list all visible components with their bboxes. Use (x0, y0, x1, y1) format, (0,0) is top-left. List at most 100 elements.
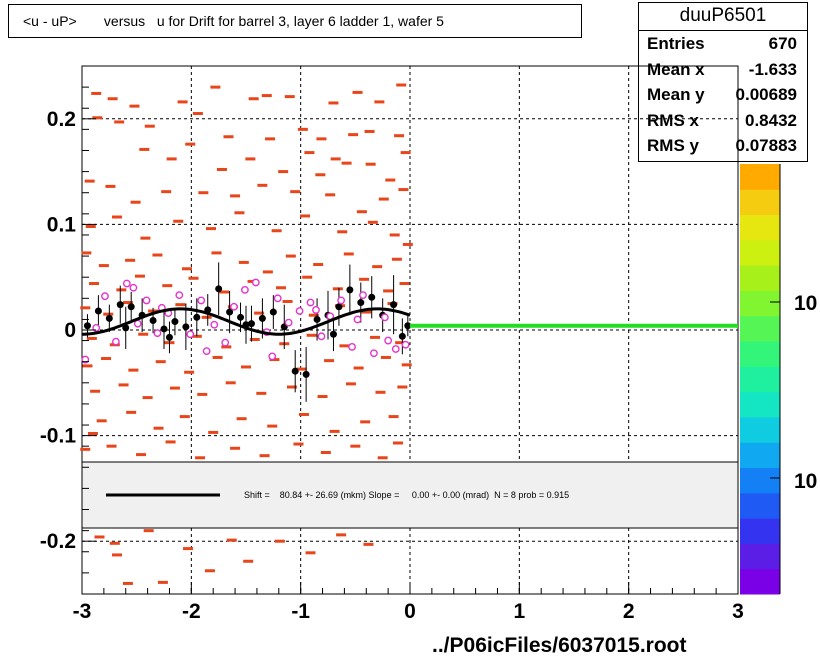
fit-legend-text: Shift = 80.84 +- 26.69 (mkm) Slope = 0.0… (244, 490, 569, 500)
histogram-cell (94, 535, 105, 539)
histogram-cell (254, 311, 265, 315)
open-circle-marker (111, 337, 120, 346)
histogram-cell (360, 420, 371, 424)
open-circle-marker (306, 298, 315, 307)
histogram-cell (359, 277, 370, 281)
palette-swatch (740, 467, 780, 494)
histogram-cell (183, 547, 194, 551)
stats-label: RMS x (647, 110, 699, 130)
histogram-cell (80, 306, 91, 310)
histogram-cell (162, 284, 173, 288)
palette-swatch (740, 366, 780, 393)
histogram-cell (134, 274, 145, 278)
profile-point (269, 308, 277, 316)
histogram-cell (143, 529, 154, 533)
profile-point (313, 315, 321, 323)
histogram-cell (380, 355, 391, 359)
open-circle-marker (101, 292, 109, 301)
histogram-cell (177, 100, 188, 104)
histogram-cell (90, 389, 101, 393)
open-circle-marker (391, 345, 400, 353)
histogram-cell (169, 386, 180, 390)
histogram-cell (330, 157, 341, 161)
histogram-cell (118, 383, 129, 387)
histogram-cell (375, 390, 386, 394)
open-circle-marker (370, 349, 378, 358)
histogram-cell (184, 370, 195, 374)
x-tick-label: -1 (291, 600, 310, 623)
histogram-cell (153, 426, 164, 430)
histogram-cell (363, 542, 374, 546)
histogram-cell (192, 112, 203, 116)
histogram-cell (238, 260, 249, 264)
profile-point (116, 301, 124, 309)
stats-histogram-name: duuP6501 (639, 3, 807, 31)
stats-value: 0.00689 (735, 85, 797, 104)
histogram-cell (337, 230, 348, 234)
histogram-cell (267, 424, 278, 428)
palette-swatch (740, 189, 780, 216)
histogram-cell (377, 456, 388, 460)
file-path-footer: ../P06icFiles/6037015.root (432, 634, 687, 657)
histogram-cell (394, 134, 405, 138)
x-tick-label: -2 (182, 600, 201, 623)
histogram-cell (245, 157, 256, 161)
open-circle-marker (186, 330, 195, 339)
histogram-cell (392, 441, 403, 445)
histogram-cell (328, 101, 339, 105)
histogram-cell (400, 151, 411, 155)
stats-box: duuP6501 Entries 670 Mean x -1.633 Mean … (638, 2, 808, 162)
histogram-cell (308, 313, 319, 317)
histogram-cell (356, 210, 367, 214)
histogram-cell (81, 251, 92, 255)
histogram-cell (389, 233, 400, 237)
histogram-cell (378, 197, 389, 201)
stats-row-rms-y: RMS y 0.07883 (639, 133, 807, 159)
histogram-cell (365, 162, 376, 166)
profile-point (94, 307, 102, 315)
histogram-cell (139, 147, 150, 151)
histogram-cell (241, 365, 251, 369)
histogram-cell (161, 190, 172, 194)
histogram-cell (179, 415, 190, 419)
histogram-cell (345, 382, 356, 386)
histogram-cell (249, 338, 260, 342)
open-circle-marker (122, 279, 131, 288)
histogram-cell (142, 396, 153, 400)
histogram-cell (223, 135, 234, 139)
histogram-cell (111, 215, 122, 219)
histogram-cell (82, 364, 93, 368)
open-circle-marker (353, 315, 362, 324)
histogram-cell (348, 133, 359, 137)
fit-legend: Shift = 80.84 +- 26.69 (mkm) Slope = 0.0… (81, 461, 739, 529)
histogram-cell (195, 456, 206, 460)
histogram-cell (157, 580, 168, 584)
histogram-cell (372, 265, 383, 269)
profile-point (398, 332, 406, 340)
histogram-cell (243, 559, 254, 563)
profile-point (215, 285, 223, 293)
open-circle-marker (221, 338, 230, 347)
open-circle-marker (312, 306, 320, 314)
histogram-cell (329, 429, 340, 433)
palette-swatch (740, 290, 780, 317)
histogram-cell (364, 129, 375, 133)
histogram-cell (128, 368, 139, 372)
palette-swatch (740, 214, 780, 241)
open-circle-marker (348, 342, 356, 351)
histogram-cell (221, 345, 232, 349)
palette-swatch (740, 341, 780, 367)
palette-swatch (740, 568, 780, 595)
histogram-cell (197, 392, 208, 396)
palette-swatch (740, 416, 780, 443)
profile-point (237, 313, 245, 321)
histogram-cell (114, 120, 125, 124)
histogram-cell (185, 142, 196, 146)
histogram-cell (116, 288, 127, 292)
circle-markers (81, 278, 410, 364)
histogram-cell (106, 444, 117, 448)
fit-lines (82, 307, 738, 336)
histogram-cell (305, 551, 316, 555)
y-tick-label: 0.1 (47, 213, 77, 236)
open-circle-marker (210, 320, 219, 329)
